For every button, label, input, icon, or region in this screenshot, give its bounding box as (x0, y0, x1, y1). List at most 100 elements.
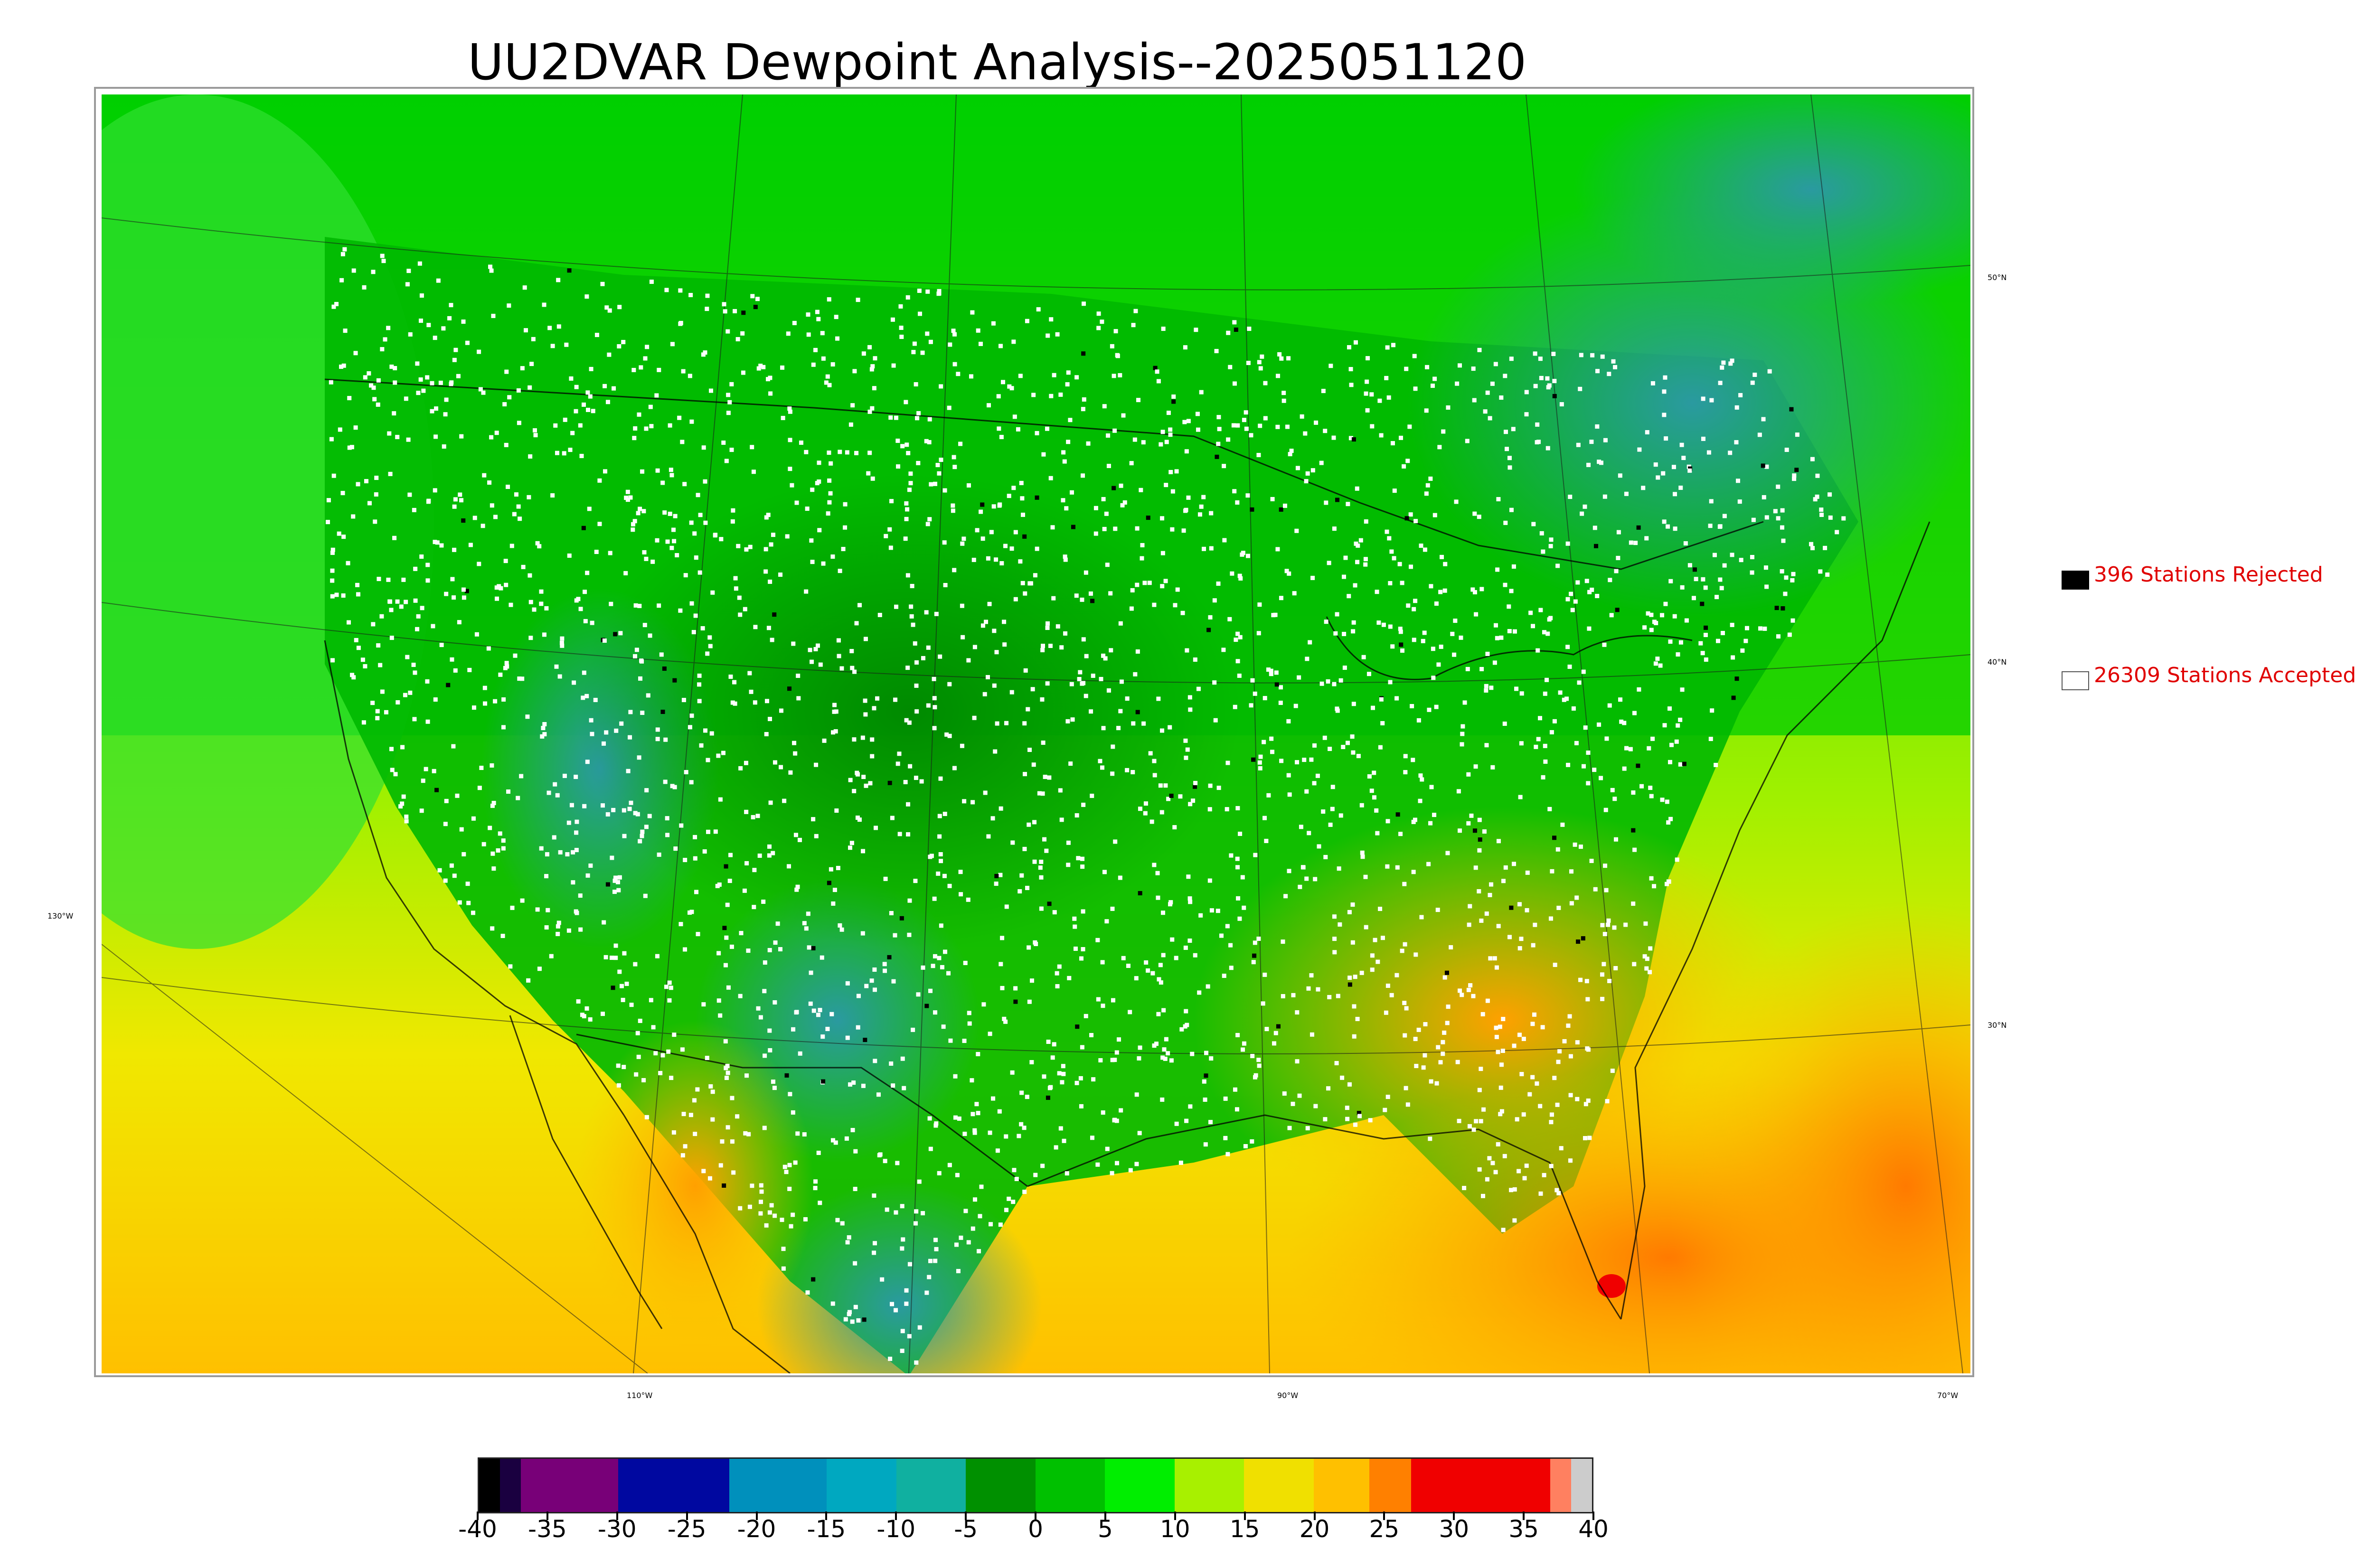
station-accepted (1496, 497, 1501, 502)
station-accepted (1404, 1006, 1409, 1011)
station-accepted (1479, 1067, 1483, 1071)
station-accepted (1147, 581, 1152, 585)
station-accepted (1110, 1058, 1115, 1062)
station-accepted (441, 326, 446, 331)
station-accepted (716, 753, 721, 758)
station-accepted (1012, 1168, 1017, 1173)
station-accepted (1666, 524, 1670, 529)
station-accepted (1678, 640, 1683, 645)
station-accepted (1650, 736, 1655, 741)
station-accepted (788, 438, 792, 442)
station-accepted (1135, 649, 1140, 654)
station-accepted (715, 883, 720, 888)
station-accepted (863, 698, 867, 703)
station-accepted (827, 451, 831, 455)
station-accepted (556, 924, 560, 929)
station-accepted (490, 851, 495, 856)
station-accepted (755, 297, 760, 301)
station-accepted (540, 734, 545, 739)
station-accepted (1492, 660, 1497, 665)
station-accepted (1458, 828, 1462, 833)
station-accepted (758, 1200, 763, 1204)
station-accepted (788, 409, 792, 414)
station-accepted (1385, 864, 1390, 869)
station-rejected (811, 1277, 816, 1282)
station-accepted (1370, 424, 1375, 429)
station-accepted (734, 586, 738, 591)
station-accepted (1183, 945, 1188, 950)
station-rejected (1215, 454, 1219, 459)
station-accepted (1473, 865, 1478, 870)
station-accepted (728, 853, 733, 857)
station-accepted (1269, 668, 1273, 673)
station-accepted (1587, 1136, 1592, 1140)
station-accepted (1395, 865, 1400, 870)
station-accepted (1764, 464, 1769, 469)
station-accepted (988, 1130, 992, 1135)
station-accepted (831, 730, 836, 735)
station-accepted (738, 612, 743, 617)
station-accepted (904, 718, 909, 723)
station-accepted (907, 932, 912, 937)
station-rejected (1761, 463, 1765, 468)
station-accepted (680, 1047, 685, 1052)
station-accepted (495, 596, 499, 601)
station-accepted (1000, 936, 1005, 940)
station-accepted (1427, 707, 1432, 712)
station-accepted (1198, 913, 1203, 918)
station-accepted (532, 607, 537, 612)
station-accepted (870, 406, 875, 411)
station-accepted (750, 1183, 754, 1188)
station-accepted (1413, 952, 1418, 957)
station-accepted (1156, 1012, 1161, 1016)
station-accepted (1373, 938, 1377, 942)
station-accepted (891, 979, 896, 984)
station-accepted (1528, 610, 1533, 615)
station-accepted (1138, 807, 1142, 811)
station-accepted (672, 1033, 677, 1037)
station-accepted (1035, 546, 1039, 551)
station-accepted (1431, 647, 1435, 651)
station-accepted (948, 1038, 953, 1043)
station-accepted (578, 893, 583, 898)
station-accepted (689, 419, 694, 424)
station-accepted (861, 849, 866, 854)
station-accepted (748, 545, 753, 549)
station-accepted (1059, 817, 1064, 822)
station-accepted (1240, 552, 1244, 557)
station-accepted (425, 578, 430, 583)
station-accepted (718, 1163, 723, 1168)
station-accepted (913, 641, 917, 646)
station-accepted (787, 406, 792, 411)
station-accepted (583, 619, 588, 623)
station-accepted (827, 478, 832, 483)
station-accepted (1222, 538, 1227, 543)
station-accepted (937, 814, 942, 818)
station-accepted (767, 853, 772, 858)
station-accepted (757, 854, 762, 858)
station-accepted (1185, 648, 1189, 653)
station-accepted (769, 542, 773, 547)
station-accepted (1819, 512, 1824, 517)
legend-accepted-label: 26309 Stations Accepted (2094, 663, 2356, 687)
station-accepted (582, 804, 587, 808)
station-accepted (583, 590, 587, 594)
station-accepted (1204, 1051, 1208, 1055)
station-accepted (1238, 635, 1243, 639)
station-accepted (1536, 440, 1541, 444)
station-accepted (386, 577, 391, 582)
us-canada-border (324, 378, 1764, 570)
station-rejected (1789, 407, 1794, 412)
station-accepted (914, 776, 918, 780)
station-accepted (952, 568, 957, 573)
station-accepted (338, 427, 342, 432)
station-accepted (633, 603, 638, 608)
station-accepted (1120, 503, 1125, 507)
station-accepted (624, 981, 629, 986)
station-accepted (1421, 1065, 1426, 1070)
station-accepted (1060, 1080, 1065, 1085)
station-accepted (883, 876, 888, 881)
station-accepted (764, 732, 769, 736)
station-accepted (1471, 994, 1476, 998)
station-accepted (1551, 351, 1556, 356)
